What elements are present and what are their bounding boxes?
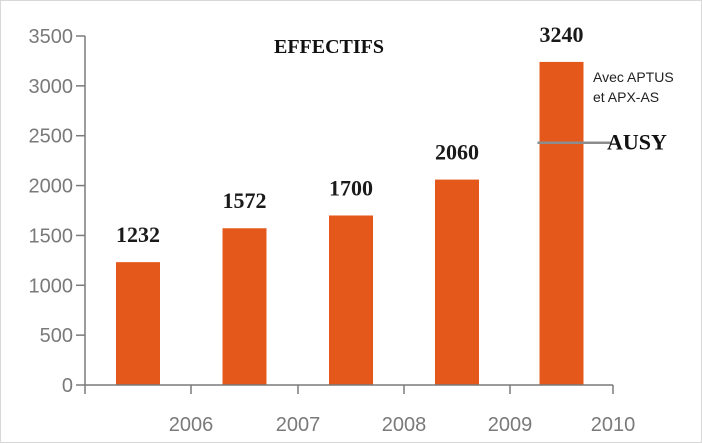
x-tick-label: 2009 <box>488 414 533 436</box>
bar <box>539 61 584 385</box>
y-tick-label: 0 <box>62 375 73 397</box>
y-tick-label: 1000 <box>29 275 74 297</box>
bar <box>222 228 267 385</box>
bar <box>329 215 373 385</box>
chart-title: EFFECTIFS <box>274 36 384 58</box>
y-tick-label: 2000 <box>29 176 74 198</box>
annotation-note-line1: Avec APTUS <box>593 69 674 85</box>
annotation-note-line2: et APX-AS <box>593 89 659 105</box>
bar-value-label: 1232 <box>116 222 160 247</box>
ausy-label: AUSY <box>607 130 667 155</box>
x-tick-label: 2006 <box>169 414 214 436</box>
y-tick-label: 3000 <box>29 76 74 98</box>
bar-value-label: 1572 <box>223 188 267 213</box>
y-tick-label: 2500 <box>29 126 74 148</box>
y-tick-label: 3500 <box>29 26 74 48</box>
y-tick-label: 500 <box>40 325 73 347</box>
bar-value-label: 2060 <box>435 140 479 165</box>
x-tick-label: 2008 <box>382 414 427 436</box>
bar-value-label: 1700 <box>329 175 373 200</box>
bar-value-label: 3240 <box>540 22 584 47</box>
bar <box>435 179 479 385</box>
x-tick-label: 2010 <box>591 414 636 436</box>
y-tick-label: 1500 <box>29 225 74 247</box>
x-tick-label: 2007 <box>276 414 321 436</box>
bar <box>116 262 160 385</box>
